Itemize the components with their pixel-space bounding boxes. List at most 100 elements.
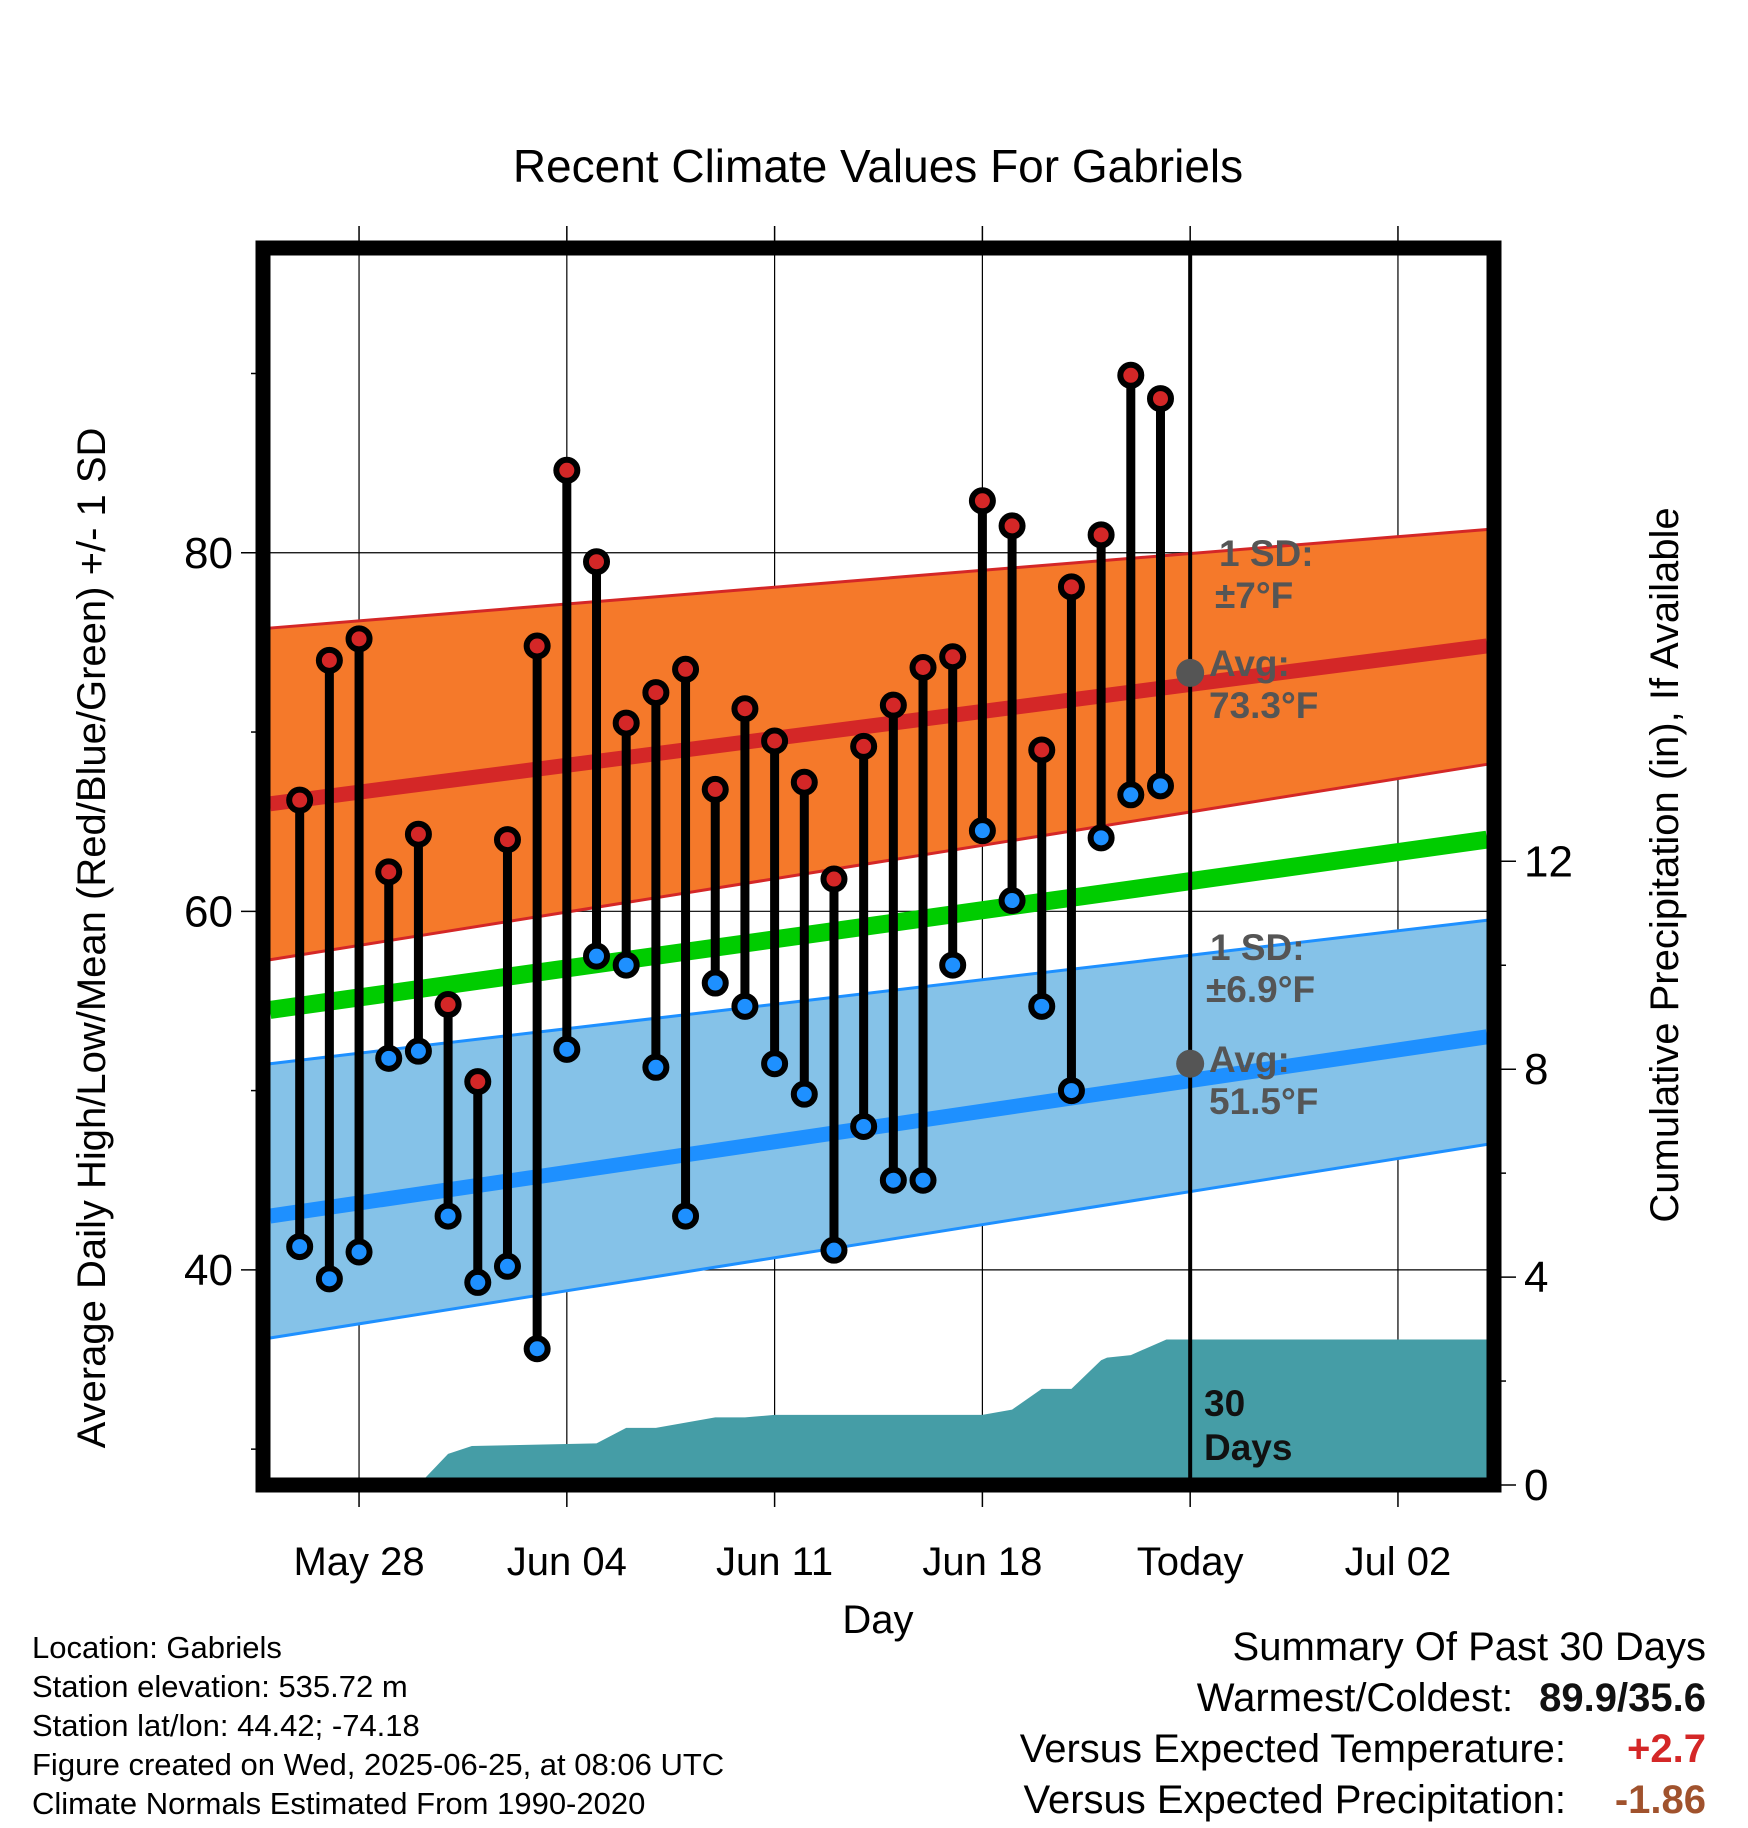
y2-tick-label: 4: [1524, 1253, 1548, 1302]
high-point: [1117, 361, 1145, 389]
high-point: [1057, 573, 1085, 601]
low-point: [939, 951, 967, 979]
high-point: [850, 732, 878, 760]
high-sd-band: [270, 529, 1487, 960]
low-point: [790, 1080, 818, 1108]
high-point: [820, 865, 848, 893]
low-point: [761, 1050, 789, 1078]
high-point: [612, 709, 640, 737]
high-point: [315, 646, 343, 674]
elevation-text: Station elevation: 535.72 m: [32, 1669, 408, 1704]
low-upper-line: [269, 918, 1488, 1066]
low-point: [315, 1265, 343, 1293]
low-point: [1028, 992, 1056, 1020]
station-info: Location: Gabriels Station elevation: 53…: [32, 1628, 724, 1823]
high-point: [939, 643, 967, 671]
low-point: [642, 1053, 670, 1081]
high-point: [909, 654, 937, 682]
low-point: [1087, 824, 1115, 852]
y-tick-label: 60: [184, 887, 233, 936]
high-point: [553, 456, 581, 484]
high-avg-value: 73.3°F: [1209, 685, 1318, 726]
high-point: [345, 625, 373, 653]
y2-tick-label: 12: [1524, 837, 1573, 886]
low-avg-marker: [1176, 1049, 1205, 1078]
y-axis-label: Average Daily High/Low/Mean (Red/Blue/Gr…: [70, 428, 114, 1449]
x-tick-label: Jun 11: [716, 1540, 833, 1584]
low-avg-label: Avg:: [1209, 1039, 1290, 1080]
vs-precip-row: Versus Expected Precipitation: -1.86: [1020, 1775, 1706, 1826]
low-lower-line: [269, 1142, 1488, 1340]
high-upper-line: [269, 527, 1488, 630]
high-point: [761, 727, 789, 755]
low-point: [731, 992, 759, 1020]
latlon-text: Station lat/lon: 44.42; -74.18: [32, 1708, 420, 1743]
low-point: [1117, 781, 1145, 809]
y2-tick-label: 8: [1524, 1045, 1548, 1094]
x-tick-label: Jun 04: [507, 1540, 627, 1584]
low-point: [1057, 1077, 1085, 1105]
low-point: [612, 951, 640, 979]
high-avg-marker: [1176, 658, 1205, 687]
created-text: Figure created on Wed, 2025-06-25, at 08…: [32, 1747, 725, 1782]
summary-title: Summary Of Past 30 Days: [1232, 1625, 1706, 1669]
warmest-coldest-value: 89.9/35.6: [1539, 1676, 1706, 1720]
vs-precip-value: -1.86: [1614, 1778, 1706, 1822]
low-point: [909, 1166, 937, 1194]
low-point: [464, 1268, 492, 1296]
low-point: [286, 1233, 314, 1261]
normal-bands: [268, 527, 1489, 1340]
summary-panel: Summary Of Past 30 Days Warmest/Coldest:…: [1020, 1622, 1706, 1826]
low-point: [523, 1335, 551, 1363]
normal-high-line: [269, 638, 1488, 812]
y-tick-label: 40: [184, 1246, 233, 1295]
y2-tick-label: 0: [1524, 1461, 1548, 1510]
normal-low-line: [268, 1029, 1489, 1224]
low-sd-label: 1 SD:: [1210, 927, 1305, 968]
high-point: [523, 632, 551, 660]
high-point: [1028, 736, 1056, 764]
low-point: [850, 1112, 878, 1140]
high-sd-label: 1 SD:: [1219, 533, 1314, 574]
low-point: [375, 1044, 403, 1072]
precip-area: [270, 1339, 1487, 1485]
plot-frame: [255, 240, 1502, 1493]
x-axis-label: Day: [842, 1598, 913, 1642]
vs-temp-value: +2.7: [1627, 1727, 1706, 1771]
low-avg-value: 51.5°F: [1209, 1081, 1318, 1122]
high-point: [404, 820, 432, 848]
low-point: [998, 887, 1026, 915]
y2-axis-label: Cumulative Precipitation (in), If Availa…: [1643, 507, 1687, 1222]
chart-title: Recent Climate Values For Gabriels: [513, 140, 1243, 192]
high-point: [434, 991, 462, 1019]
vs-temp-label: Versus Expected Temperature:: [1019, 1727, 1566, 1771]
daily-range-bars: [286, 361, 1174, 1363]
location-text: Location: Gabriels: [32, 1630, 282, 1665]
x-tick-label: Jul 02: [1345, 1540, 1452, 1584]
low-point: [672, 1202, 700, 1230]
vs-temp-row: Versus Expected Temperature: +2.7: [1020, 1724, 1706, 1775]
high-point: [672, 655, 700, 683]
high-point: [642, 679, 670, 707]
high-point: [998, 512, 1026, 540]
high-point: [464, 1068, 492, 1096]
high-point: [583, 548, 611, 576]
low-point: [968, 817, 996, 845]
x-tick-label: Today: [1137, 1540, 1244, 1584]
low-point: [1146, 772, 1174, 800]
low-point: [553, 1035, 581, 1063]
vs-precip-label: Versus Expected Precipitation:: [1023, 1778, 1566, 1822]
high-point: [879, 691, 907, 719]
high-avg-label: Avg:: [1209, 643, 1290, 684]
normals-text: Climate Normals Estimated From 1990-2020: [32, 1786, 646, 1821]
low-point: [820, 1236, 848, 1264]
low-point: [345, 1238, 373, 1266]
precip-fill: [270, 1339, 1487, 1485]
high-lower-line: [269, 762, 1488, 962]
low-point: [434, 1202, 462, 1230]
days-count-label: 30: [1204, 1383, 1245, 1424]
high-point: [375, 858, 403, 886]
x-tick-label: May 28: [293, 1540, 424, 1584]
